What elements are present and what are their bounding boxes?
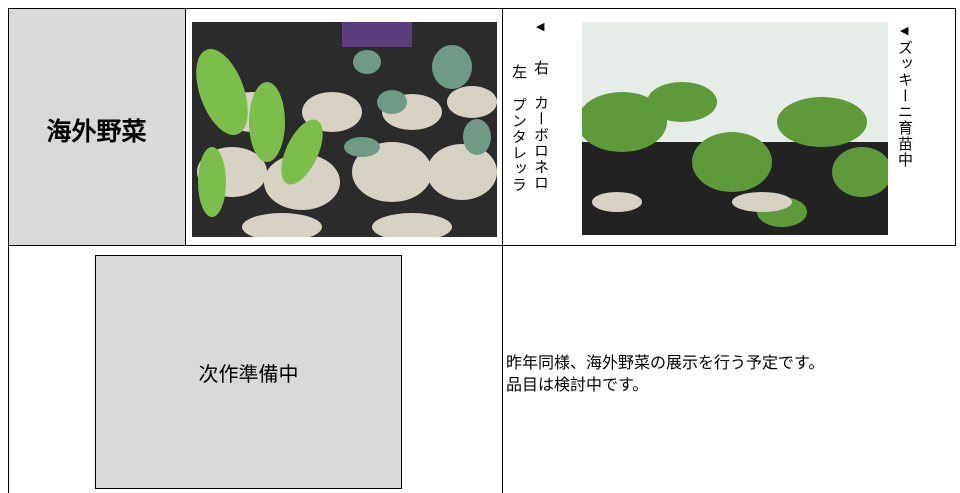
- border: [185, 8, 186, 245]
- marker: ◀: [536, 20, 545, 33]
- border: [502, 8, 503, 493]
- plant-name: カーボロネロ: [532, 95, 550, 191]
- border: [8, 8, 9, 493]
- marker: ◀: [900, 24, 909, 37]
- title-cell: [8, 8, 185, 245]
- note-line: 品目は検討中です。: [506, 375, 649, 394]
- border: [955, 8, 956, 245]
- caption: ズッキーニ育苗中: [896, 40, 914, 168]
- title: 海外野菜: [46, 117, 147, 146]
- border: [8, 245, 956, 246]
- label: 左: [510, 64, 528, 80]
- photo-seedlings: [192, 22, 497, 237]
- label: 右: [532, 60, 550, 76]
- placeholder-box: [95, 255, 402, 489]
- photo-zucchini: [582, 22, 888, 235]
- plant-name: プンタレッラ: [510, 97, 528, 193]
- border: [8, 8, 956, 9]
- note-line: 昨年同様、海外野菜の展示を行う予定です。: [506, 353, 825, 372]
- placeholder-text: 次作準備中: [198, 362, 299, 386]
